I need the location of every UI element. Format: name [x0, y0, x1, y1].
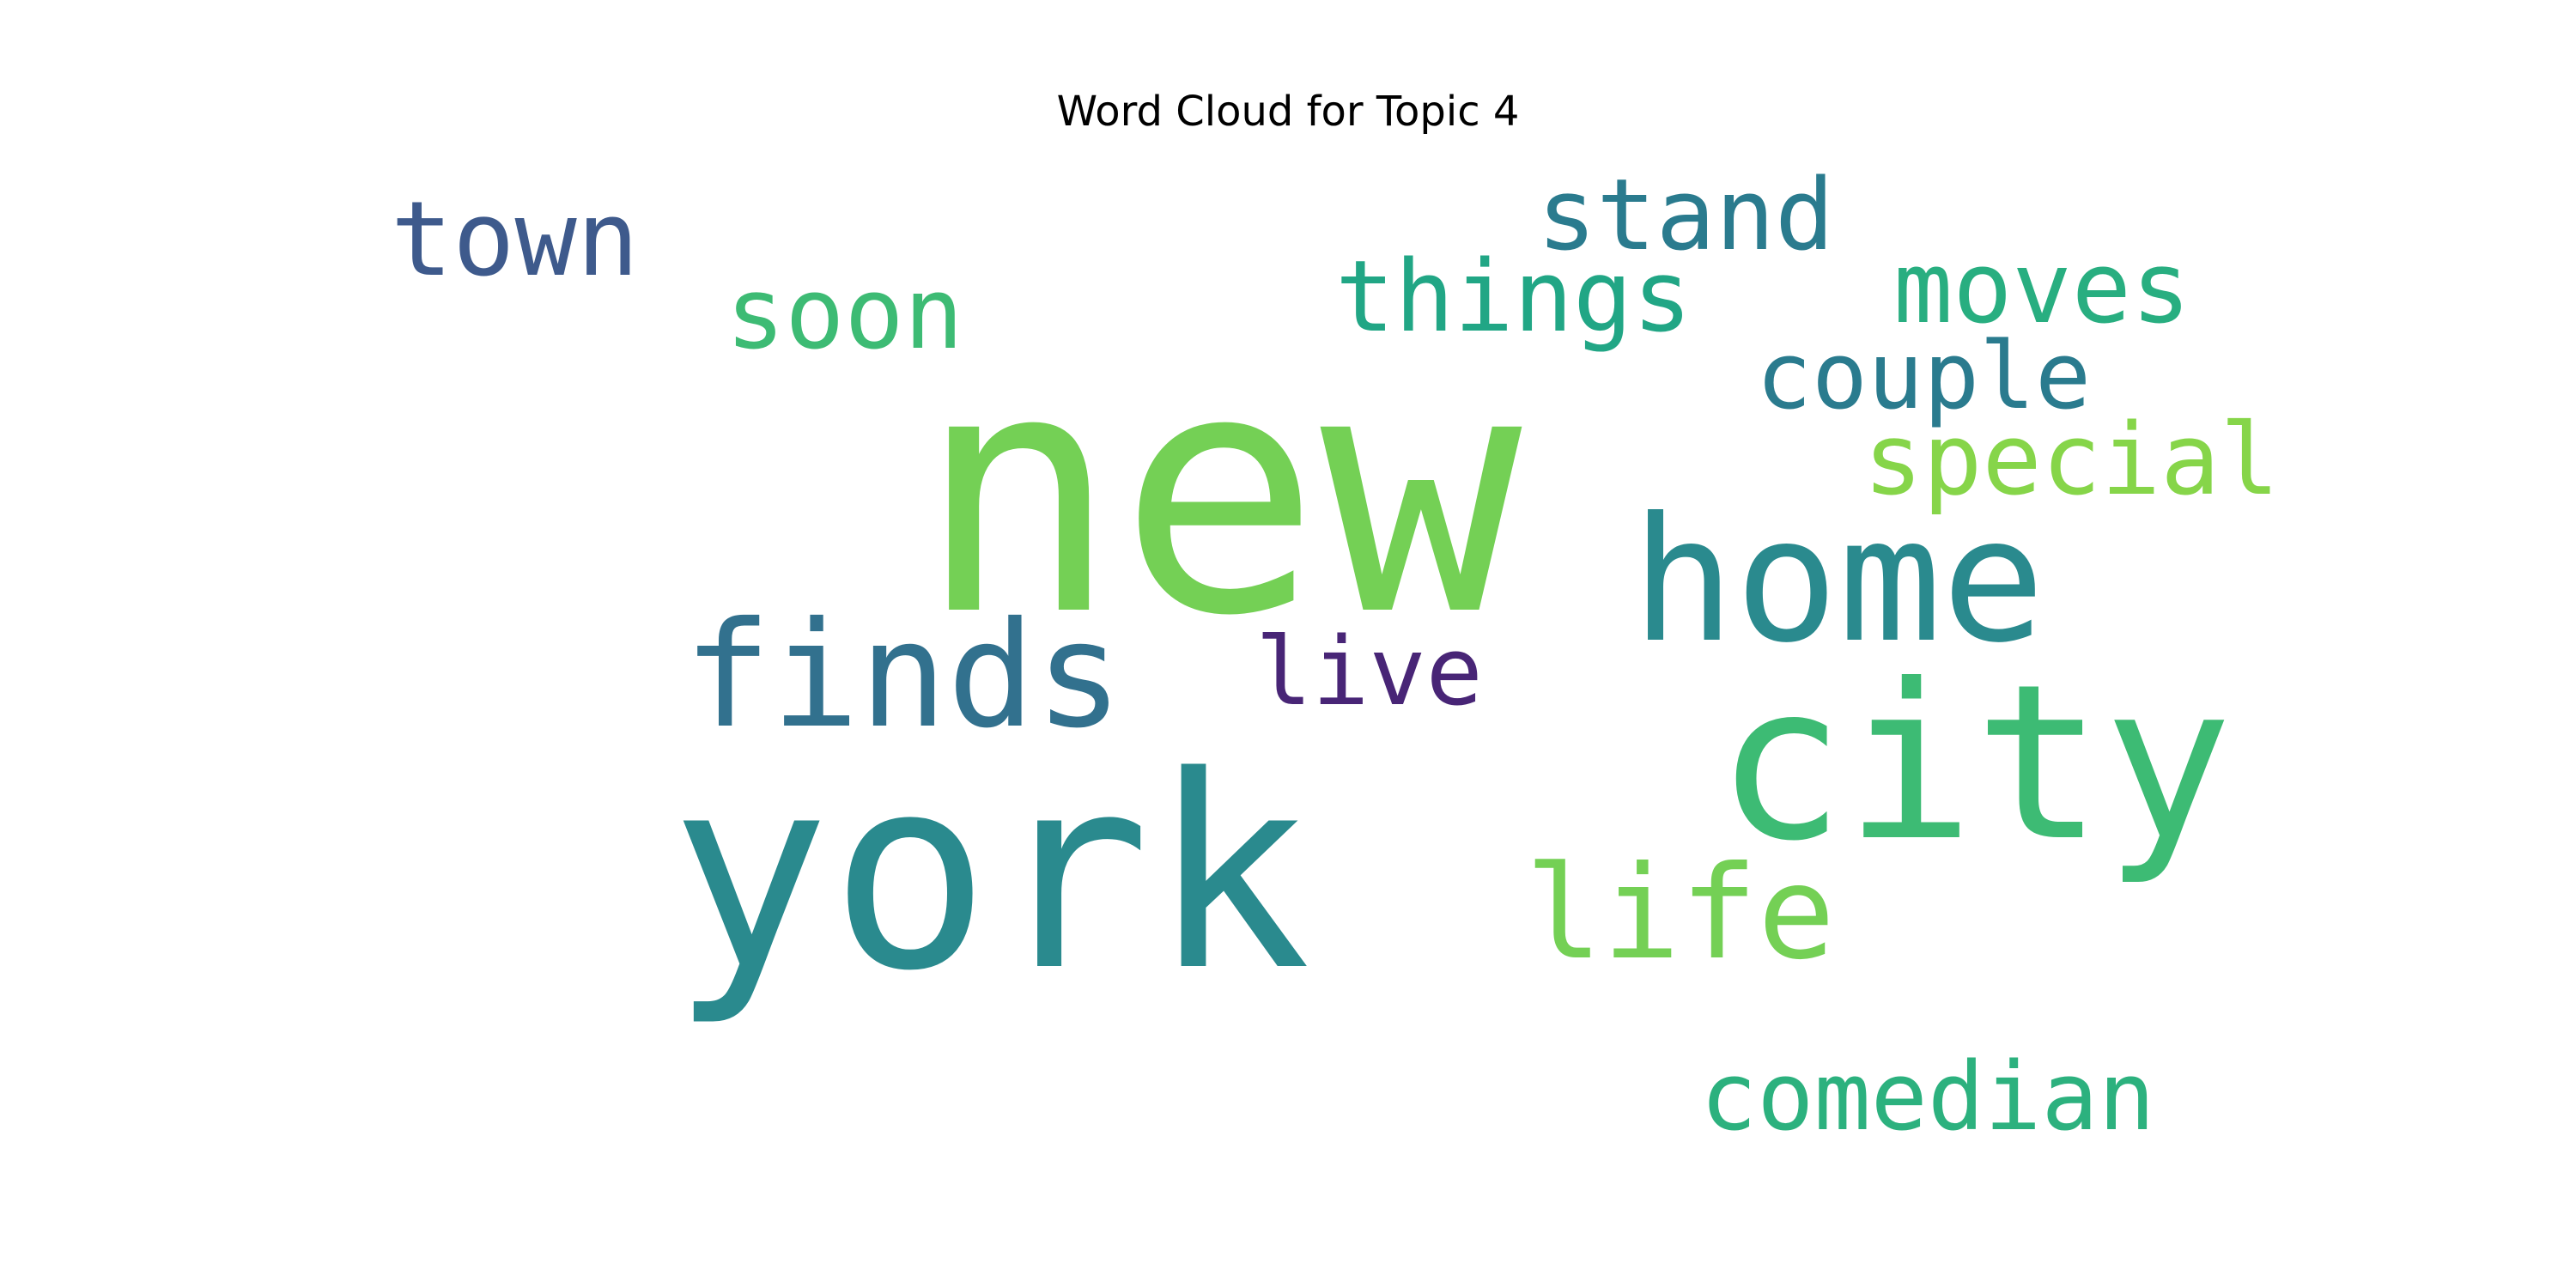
word-couple: couple [1756, 323, 2091, 430]
word-live: live [1255, 617, 1483, 726]
word-stand: stand [1537, 158, 1834, 273]
word-life: life [1525, 839, 1835, 988]
word-moves: moves [1893, 231, 2190, 346]
word-special: special [1863, 403, 2280, 518]
word-home: home [1631, 481, 2045, 681]
word-things: things [1335, 240, 1692, 355]
word-town: town [391, 180, 639, 300]
word-finds: finds [683, 591, 1123, 761]
word-city: city [1716, 638, 2233, 888]
chart-title: Word Cloud for Topic 4 [1056, 88, 1520, 136]
word-soon: soon [726, 257, 963, 372]
word-new: new [917, 299, 1524, 689]
word-york: york [670, 720, 1311, 1030]
word-comedian: comedian [1700, 1042, 2155, 1151]
